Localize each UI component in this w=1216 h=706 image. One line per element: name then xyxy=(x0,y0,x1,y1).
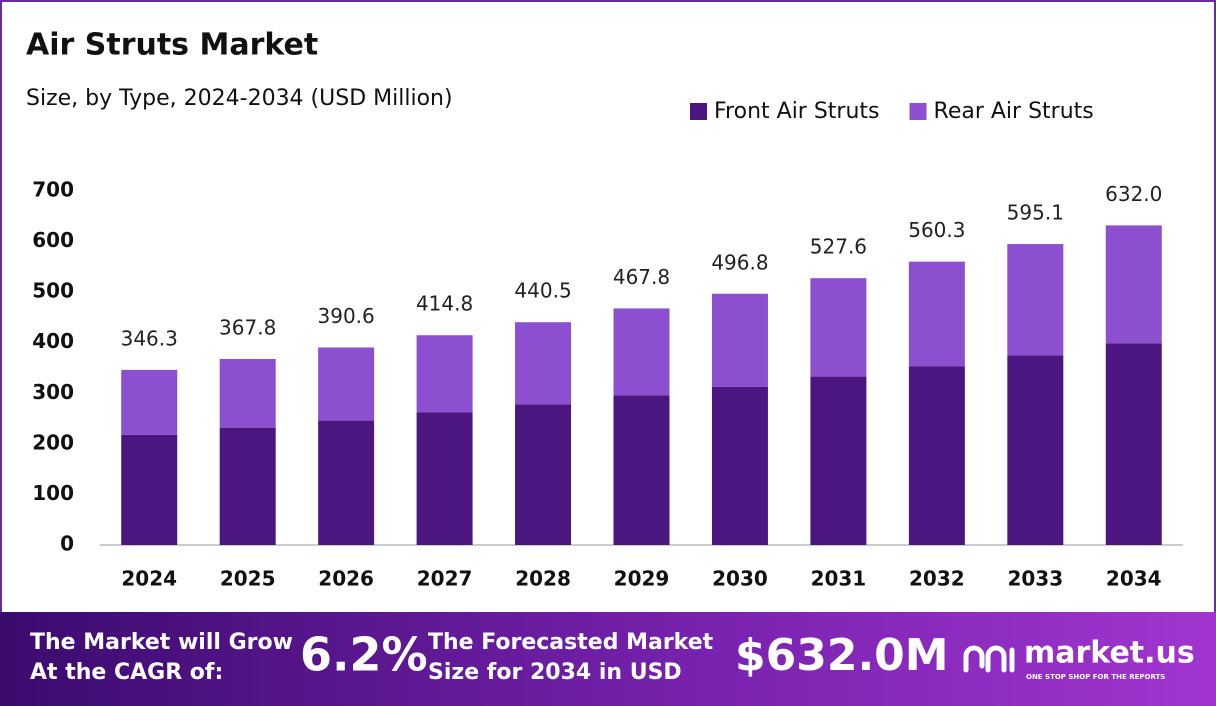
footer-text: The Market will Grow xyxy=(30,630,293,655)
y-tick-label: 200 xyxy=(32,430,74,454)
bar-segment xyxy=(810,278,867,377)
footer-text: The Forecasted Market xyxy=(428,630,714,655)
total-label: 496.8 xyxy=(711,250,768,274)
y-tick-label: 100 xyxy=(32,481,74,505)
x-tick-label: 2025 xyxy=(220,567,276,591)
x-tick-label: 2027 xyxy=(417,567,473,591)
total-label: 414.8 xyxy=(416,292,473,316)
legend-label: Front Air Struts xyxy=(714,99,880,124)
bar-segment xyxy=(219,427,276,545)
y-tick-label: 500 xyxy=(32,279,74,303)
y-tick-label: 700 xyxy=(32,178,74,202)
total-label: 467.8 xyxy=(613,265,670,289)
x-tick-label: 2029 xyxy=(614,567,670,591)
bar-segment xyxy=(810,376,867,545)
y-tick-label: 600 xyxy=(32,228,74,252)
total-label: 595.1 xyxy=(1007,201,1064,225)
brand: market.us xyxy=(1024,636,1195,671)
chart-subtitle: Size, by Type, 2024-2034 (USD Million) xyxy=(26,86,453,111)
x-tick-label: 2031 xyxy=(811,567,867,591)
legend-swatch xyxy=(909,103,927,120)
y-tick-label: 0 xyxy=(60,532,74,556)
bar-segment xyxy=(1007,355,1064,545)
cagr-value: 6.2% xyxy=(300,628,428,682)
bar-segment xyxy=(416,335,473,413)
x-tick-label: 2033 xyxy=(1007,567,1063,591)
bar-segment xyxy=(613,395,670,545)
x-tick-label: 2034 xyxy=(1106,567,1162,591)
total-label: 390.6 xyxy=(318,304,375,328)
bar-segment xyxy=(1007,244,1064,356)
bar-segment xyxy=(908,366,965,545)
x-tick-label: 2024 xyxy=(121,567,177,591)
total-label: 560.3 xyxy=(908,218,965,242)
legend-label: Rear Air Struts xyxy=(934,99,1094,124)
bar-segment xyxy=(219,358,276,428)
x-tick-label: 2028 xyxy=(515,567,571,591)
total-label: 632.0 xyxy=(1105,182,1162,206)
bar-segment xyxy=(318,347,375,421)
bar-segment xyxy=(515,404,572,545)
bar-segment xyxy=(613,308,670,396)
bar-segment xyxy=(121,434,178,545)
bar-segment xyxy=(1105,225,1162,344)
footer-text: Size for 2034 in USD xyxy=(428,660,682,685)
bar-segment xyxy=(318,420,375,545)
legend-swatch xyxy=(690,103,707,120)
x-tick-label: 2032 xyxy=(909,567,965,591)
forecast-value: $632.0M xyxy=(735,630,949,681)
total-label: 527.6 xyxy=(810,235,867,259)
bar-segment xyxy=(121,369,178,435)
bar-segment xyxy=(1105,343,1162,545)
bar-segment xyxy=(908,261,965,367)
bar-segment xyxy=(515,322,572,405)
y-tick-label: 400 xyxy=(32,329,74,353)
bar-segment xyxy=(711,386,768,545)
brand-tagline: ONE STOP SHOP FOR THE REPORTS xyxy=(1026,673,1165,681)
total-label: 440.5 xyxy=(514,279,571,303)
total-label: 346.3 xyxy=(121,326,178,350)
total-label: 367.8 xyxy=(219,315,276,339)
brand-logo xyxy=(963,645,1015,673)
x-tick-label: 2026 xyxy=(318,567,374,591)
bar-segment xyxy=(711,293,768,387)
footer-text: At the CAGR of: xyxy=(30,660,223,685)
y-tick-label: 300 xyxy=(32,380,74,404)
x-tick-label: 2030 xyxy=(712,567,768,591)
chart-title: Air Struts Market xyxy=(26,28,318,63)
bar-segment xyxy=(416,412,473,545)
